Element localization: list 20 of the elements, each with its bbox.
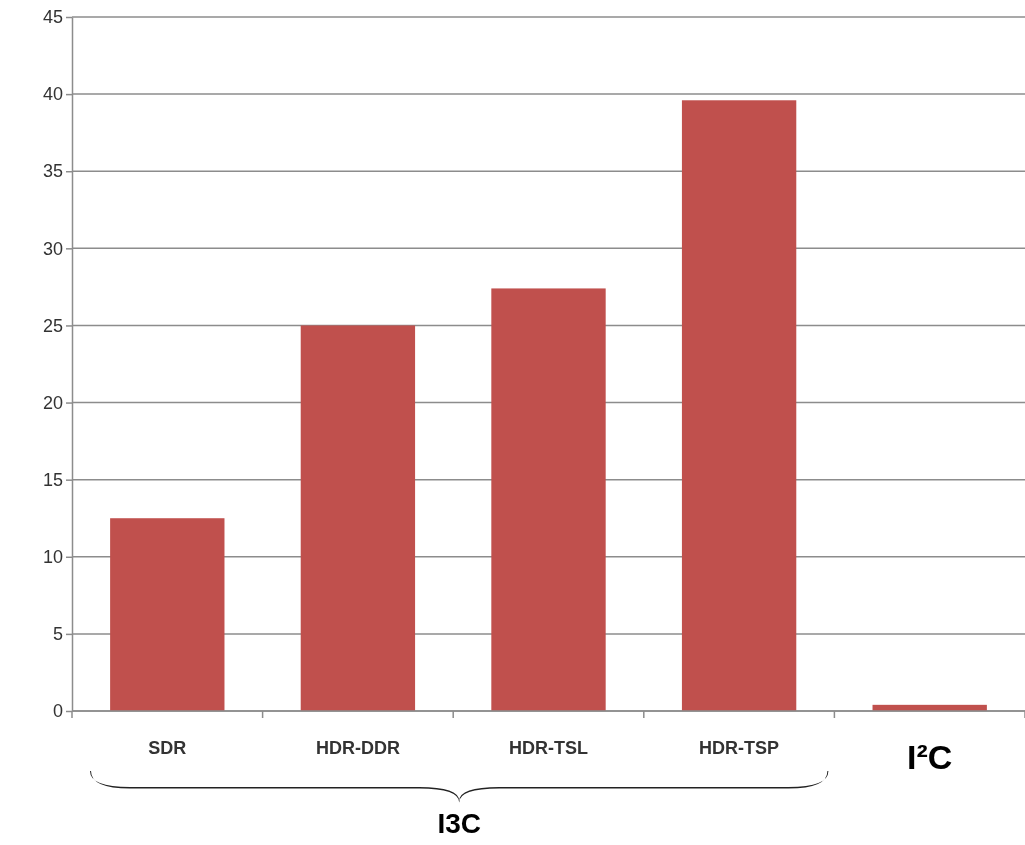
y-tick-label: 20 — [42, 392, 63, 413]
y-tick-label: 0 — [52, 701, 63, 722]
y-tick-label: 40 — [42, 84, 63, 105]
x-tick-label: HDR-TSP — [699, 738, 780, 758]
x-tick-label: HDR-DDR — [315, 738, 400, 758]
y-tick-label: 35 — [42, 161, 63, 182]
y-tick-label: 45 — [42, 7, 63, 28]
bar — [110, 518, 225, 711]
bar — [491, 288, 606, 711]
text: I3C — [437, 808, 481, 839]
x-tick-label: I²C — [907, 738, 953, 776]
x-tick-label: SDR — [148, 738, 187, 758]
y-tick-label: 15 — [42, 469, 63, 490]
y-tick-label: 30 — [42, 238, 63, 259]
bar — [681, 100, 797, 711]
y-tick-label: 5 — [52, 624, 63, 645]
bar — [300, 325, 416, 711]
y-tick-label: 25 — [42, 315, 63, 336]
y-tick-label: 10 — [42, 547, 63, 568]
x-tick-label: HDR-TSL — [509, 738, 588, 758]
